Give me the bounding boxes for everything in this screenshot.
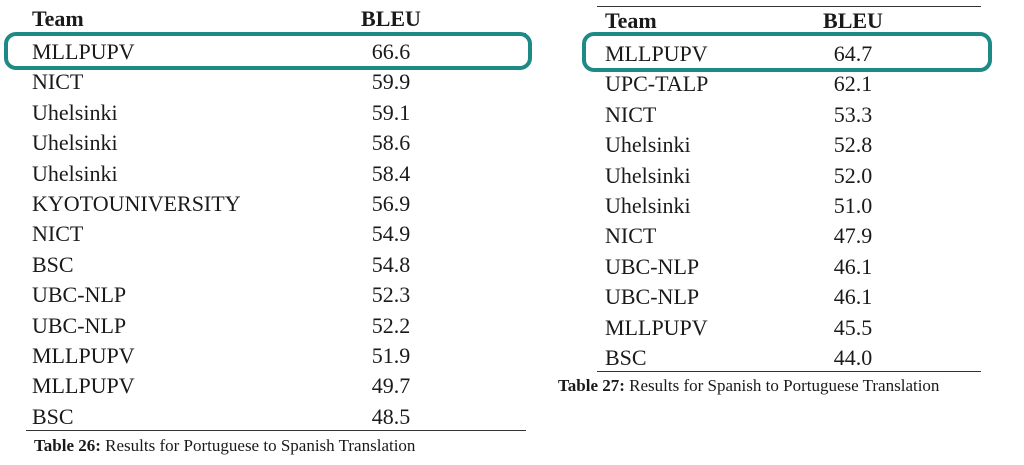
team-cell: BSC [32, 403, 74, 429]
team-cell: NICT [605, 101, 657, 127]
bleu-cell: 52.2 [371, 312, 411, 338]
team-cell: MLLPUPV [605, 41, 708, 66]
table-row: BSC 48.5 [26, 402, 526, 432]
team-cell: Uhelsinki [605, 162, 691, 188]
table-row: NICT 54.9 [26, 219, 526, 249]
team-cell: Uhelsinki [32, 130, 118, 156]
header-bleu: BLEU [823, 8, 883, 33]
team-cell: UPC-TALP [605, 71, 709, 97]
bleu-cell: 54.9 [371, 221, 411, 247]
table-row: KYOTOUNIVERSITY 56.9 [26, 189, 526, 219]
bleu-cell: 56.9 [371, 191, 411, 216]
table-row: NICT 53.3 [597, 100, 981, 130]
table-row: Uhelsinki 52.0 [597, 161, 981, 191]
table-header: Team BLEU [26, 6, 526, 32]
team-cell: UBC-NLP [32, 312, 127, 338]
team-cell: MLLPUPV [605, 314, 708, 340]
caption-text: Results for Spanish to Portuguese Transl… [629, 376, 940, 395]
table-row: MLLPUPV 45.5 [597, 313, 981, 343]
bleu-cell: 64.7 [833, 41, 873, 66]
table-row: MLLPUPV 49.7 [26, 371, 526, 401]
table-row: UBC-NLP 46.1 [597, 252, 981, 282]
team-cell: UBC-NLP [32, 282, 127, 308]
bleu-cell: 66.6 [371, 39, 411, 64]
bleu-cell: 54.8 [371, 251, 411, 277]
team-cell: NICT [32, 69, 84, 95]
team-cell: UBC-NLP [605, 253, 700, 279]
table-row: UBC-NLP 52.2 [26, 311, 526, 341]
bleu-cell: 59.1 [371, 99, 411, 125]
bleu-cell: 62.1 [833, 71, 873, 97]
team-cell: Uhelsinki [32, 99, 118, 125]
table-row: NICT 59.9 [26, 67, 526, 97]
header-bleu: BLEU [361, 6, 421, 31]
caption-label: Table 27: [558, 376, 625, 395]
team-cell: BSC [605, 345, 647, 370]
team-cell: Uhelsinki [32, 160, 118, 186]
bleu-cell: 44.0 [833, 345, 873, 370]
table-row: MLLPUPV 66.6 [26, 37, 526, 67]
team-cell: MLLPUPV [32, 343, 135, 368]
bleu-cell: 53.3 [833, 101, 873, 127]
table-row: Uhelsinki 51.0 [597, 191, 981, 221]
table-row: Uhelsinki 58.6 [26, 128, 526, 158]
header-team: Team [605, 8, 657, 33]
team-cell: NICT [32, 221, 84, 247]
top-rule [597, 6, 981, 7]
table-row: Uhelsinki 52.8 [597, 130, 981, 160]
bottom-rule [597, 371, 981, 372]
team-cell: KYOTOUNIVERSITY [32, 191, 241, 216]
table-row: UBC-NLP 52.3 [26, 280, 526, 310]
bleu-cell: 59.9 [371, 69, 411, 95]
bleu-cell: 52.8 [833, 132, 873, 158]
caption-table-26: Table 26: Results for Portuguese to Span… [34, 436, 415, 456]
bleu-cell: 51.0 [833, 193, 873, 218]
table-row: BSC 54.8 [26, 250, 526, 280]
team-cell: BSC [32, 251, 74, 277]
highlight-box [582, 32, 992, 72]
bleu-cell: 49.7 [371, 373, 411, 399]
caption-text: Results for Portuguese to Spanish Transl… [105, 436, 416, 455]
bottom-rule [26, 430, 526, 431]
bleu-cell: 52.3 [371, 282, 411, 308]
team-cell: UBC-NLP [605, 284, 700, 310]
highlight-box [4, 32, 532, 70]
bleu-cell: 47.9 [833, 223, 873, 249]
team-cell: MLLPUPV [32, 39, 135, 64]
team-cell: MLLPUPV [32, 373, 135, 399]
table-header: Team BLEU [597, 8, 981, 34]
caption-table-27: Table 27: Results for Spanish to Portugu… [558, 376, 939, 396]
table-row: MLLPUPV 64.7 [597, 39, 981, 69]
team-cell: Uhelsinki [605, 132, 691, 158]
bleu-cell: 52.0 [833, 162, 873, 188]
table-row: Uhelsinki 58.4 [26, 159, 526, 189]
bleu-cell: 58.6 [371, 130, 411, 156]
bleu-cell: 58.4 [371, 160, 411, 186]
table-row: UPC-TALP 62.1 [597, 69, 981, 99]
bleu-cell: 51.9 [371, 343, 411, 368]
bleu-cell: 46.1 [833, 284, 873, 310]
bleu-cell: 45.5 [833, 314, 873, 340]
table-row: MLLPUPV 51.9 [26, 341, 526, 371]
table-row: BSC 44.0 [597, 343, 981, 373]
bleu-cell: 48.5 [371, 403, 411, 429]
table-row: Uhelsinki 59.1 [26, 98, 526, 128]
header-team: Team [32, 6, 84, 31]
table-row: NICT 47.9 [597, 221, 981, 251]
team-cell: Uhelsinki [605, 193, 691, 218]
table-row: UBC-NLP 46.1 [597, 282, 981, 312]
caption-label: Table 26: [34, 436, 101, 455]
bleu-cell: 46.1 [833, 253, 873, 279]
team-cell: NICT [605, 223, 657, 249]
